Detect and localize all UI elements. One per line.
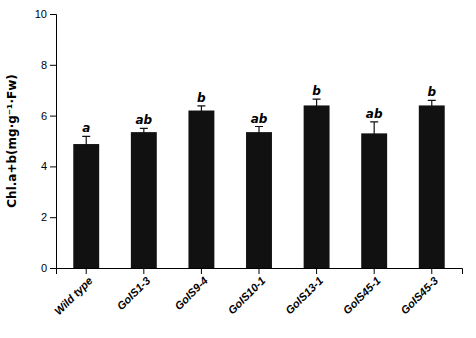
y-tick: 10: [35, 8, 56, 20]
marks: [73, 99, 444, 268]
error-bar: [428, 100, 436, 110]
y-tick: 6: [41, 110, 56, 122]
x-tick: Wild type: [52, 268, 95, 317]
y-axis-title: Chl.a+b(mg·g⁻¹·Fw): [5, 74, 19, 207]
annotation: ab: [366, 107, 383, 121]
annotation: a: [82, 121, 90, 135]
bar: [131, 132, 157, 268]
x-tick-label: GoIS9-4: [172, 274, 210, 312]
error-bar: [313, 99, 321, 112]
annotation: b: [312, 84, 321, 98]
error-bar: [82, 136, 90, 151]
y-tick-label: 0: [41, 262, 47, 274]
y-tick-mark: [50, 268, 56, 269]
x-tick-label: GoIS45-1: [341, 274, 383, 316]
y-tick-label: 4: [41, 160, 47, 172]
x-axis-line: [57, 269, 463, 275]
y-tick-label: 8: [41, 59, 47, 71]
error-bar: [370, 122, 378, 145]
bar: [419, 105, 445, 268]
y-tick-mark: [50, 14, 56, 15]
y-axis-line: [50, 15, 57, 269]
x-tick-mark: [374, 268, 375, 274]
y-tick: 0: [41, 262, 56, 274]
chart-svg: 0 2 4 6 8 10 Wild type GoIS1-3 GoIS9-4 GoIS10-1 Go…: [0, 0, 476, 338]
y-tick-label: 10: [35, 8, 47, 20]
annotation: b: [197, 91, 206, 105]
error-bar: [197, 106, 205, 115]
x-tick-label: GoIS45-3: [398, 274, 440, 316]
annotation: b: [427, 85, 436, 99]
bar: [246, 132, 272, 268]
x-tick-mark: [201, 268, 202, 274]
x-tick-mark: [86, 268, 87, 274]
x-tick-label: GoIS1-3: [114, 274, 152, 312]
x-tick: GoIS10-1: [225, 268, 267, 316]
x-tick-label: GoIS10-1: [225, 274, 267, 316]
x-tick: GoIS45-3: [398, 268, 440, 316]
y-tick: 2: [41, 211, 56, 223]
x-tick: GoIS9-4: [172, 268, 210, 312]
bar: [361, 133, 387, 268]
x-tick: GoIS13-1: [283, 268, 325, 316]
chart-container: 0 2 4 6 8 10 Wild type GoIS1-3 GoIS9-4 GoIS10-1 Go…: [0, 0, 476, 338]
x-axis: Wild type GoIS1-3 GoIS9-4 GoIS10-1 GoIS13-1 G…: [52, 268, 463, 317]
annotation: ab: [135, 113, 152, 127]
plot-area: 0 2 4 6 8 10 Wild type GoIS1-3 GoIS9-4 GoIS10-1 Go…: [35, 8, 463, 317]
y-axis: 0 2 4 6 8 10: [35, 8, 57, 274]
bar: [188, 111, 214, 268]
bar: [73, 144, 99, 268]
x-tick-mark: [431, 268, 432, 274]
y-tick-label: 6: [41, 110, 47, 122]
bar: [304, 105, 330, 268]
annotations: a ab b ab b ab b: [82, 84, 436, 135]
x-tick: GoIS45-1: [341, 268, 383, 316]
y-tick-mark: [50, 65, 56, 66]
annotation: ab: [251, 112, 268, 126]
x-tick-label: GoIS13-1: [283, 274, 325, 316]
y-tick-mark: [50, 217, 56, 218]
x-tick-mark: [259, 268, 260, 274]
error-bar: [140, 128, 148, 136]
error-bar: [255, 127, 263, 138]
x-tick-mark: [316, 268, 317, 274]
y-tick-mark: [50, 166, 56, 167]
x-tick-label: Wild type: [52, 274, 95, 317]
y-tick-label: 2: [41, 211, 47, 223]
y-tick: 4: [41, 160, 56, 172]
y-tick: 8: [41, 59, 56, 71]
x-tick: GoIS1-3: [114, 268, 152, 312]
x-tick-mark: [143, 268, 144, 274]
y-tick-mark: [50, 116, 56, 117]
